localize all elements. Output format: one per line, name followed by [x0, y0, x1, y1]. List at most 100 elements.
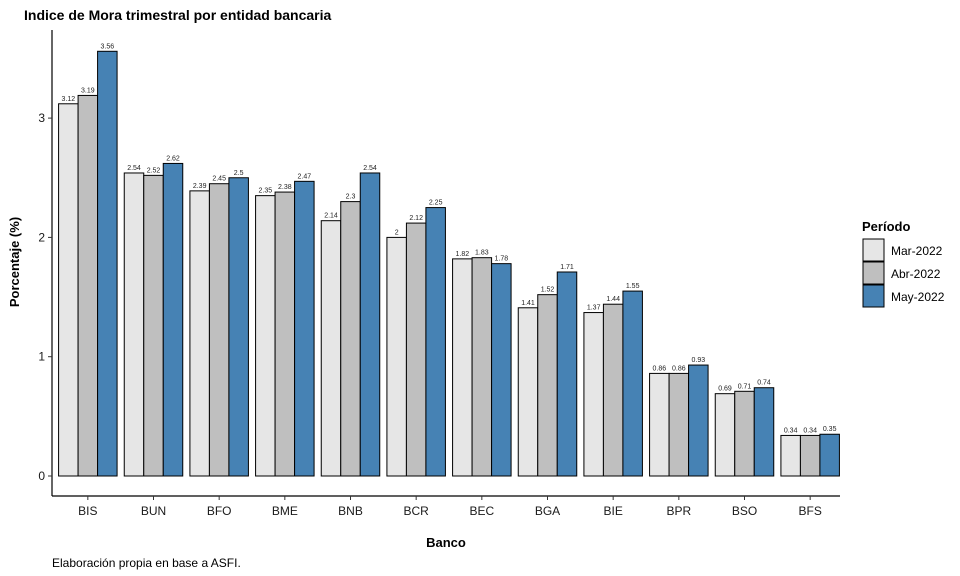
x-tick-label: BUN: [141, 504, 166, 518]
data-label: 1.37: [587, 305, 601, 312]
x-tick-label: BIS: [78, 504, 97, 518]
bar-bun-mar-2022: [123, 172, 145, 477]
x-tick-label: BPR: [666, 504, 691, 518]
bar-bnb-mar-2022: [320, 220, 342, 477]
data-label: 1.71: [560, 264, 574, 271]
data-label: 2.39: [193, 183, 207, 190]
bar-bec-abr-2022: [471, 257, 493, 477]
data-label: 3.56: [101, 43, 115, 50]
data-label: 1.55: [626, 283, 640, 290]
bar-bfo-mar-2022: [189, 190, 210, 477]
x-tick-label: BEC: [469, 504, 494, 518]
data-label: 2.5: [234, 170, 244, 177]
bar-bfo-may-2022: [228, 177, 249, 477]
bar-bcr-may-2022: [425, 207, 446, 477]
x-tick-label: BGA: [535, 504, 560, 518]
bar-bso-may-2022: [753, 387, 775, 477]
y-tick-label: 0: [38, 469, 45, 483]
x-axis-title: Banco: [426, 535, 466, 550]
data-label: 2.62: [166, 155, 180, 162]
data-label: 2.54: [363, 165, 377, 172]
data-label: 0.34: [803, 427, 817, 434]
bar-bfo-abr-2022: [208, 183, 230, 477]
bar-bpr-mar-2022: [649, 372, 670, 477]
bar-bme-abr-2022: [274, 191, 296, 477]
data-label: 2.3: [346, 194, 356, 201]
data-label: 3.19: [81, 87, 95, 94]
bar-bec-may-2022: [491, 263, 512, 477]
data-label: 2: [395, 229, 399, 236]
bar-bpr-abr-2022: [668, 372, 690, 477]
bar-bfs-may-2022: [819, 433, 840, 477]
bars: [58, 50, 840, 477]
chart-title: Indice de Mora trimestral por entidad ba…: [24, 7, 332, 23]
legend-label: May-2022: [891, 290, 945, 304]
bar-bun-may-2022: [162, 162, 184, 477]
x-tick-label: BFO: [207, 504, 232, 518]
legend-key: [862, 284, 885, 308]
y-tick-label: 2: [38, 230, 45, 244]
bar-bso-abr-2022: [734, 390, 755, 477]
bar-bpr-may-2022: [688, 364, 709, 477]
bar-bun-abr-2022: [143, 174, 164, 477]
data-label: 2.45: [212, 176, 226, 183]
bar-bis-abr-2022: [77, 94, 99, 477]
data-label: 1.82: [456, 251, 470, 258]
data-label: 2.47: [298, 173, 312, 180]
bar-bie-may-2022: [622, 290, 643, 477]
data-label: 2.52: [147, 167, 161, 174]
bar-bso-mar-2022: [714, 393, 736, 477]
bar-bie-abr-2022: [602, 303, 624, 477]
legend-key: [862, 261, 885, 285]
legend-title: Período: [862, 219, 910, 234]
x-tick-label: BFS: [798, 504, 821, 518]
bar-bme-mar-2022: [255, 195, 276, 477]
data-label: 2.25: [429, 200, 443, 207]
bar-bcr-mar-2022: [386, 236, 407, 477]
x-tick-label: BCR: [403, 504, 429, 518]
data-label: 2.35: [259, 188, 273, 195]
data-label: 0.71: [738, 383, 752, 390]
data-label: 2.14: [324, 213, 338, 220]
bar-bie-mar-2022: [583, 312, 604, 477]
data-label: 0.69: [718, 386, 732, 393]
bar-bga-abr-2022: [537, 294, 558, 477]
x-tick-label: BME: [272, 504, 298, 518]
x-axis: BIS BUN BFO BME BNB BCR BEC BGA BIE BPR BSO BFS: [52, 495, 840, 518]
data-labels: 3.12 3.19 3.56 2.54 2.52 2.62 2.39 2.45 2.5 2.35 2…: [62, 43, 837, 434]
bar-bga-may-2022: [556, 271, 578, 477]
data-label: 1.83: [475, 250, 489, 257]
bar-bga-mar-2022: [517, 307, 539, 477]
data-label: 0.74: [757, 380, 771, 387]
x-tick-label: BIE: [603, 504, 622, 518]
y-axis-title: Porcentaje (%): [7, 217, 22, 307]
x-tick-label: BNB: [338, 504, 363, 518]
bar-bcr-abr-2022: [405, 222, 427, 477]
bar-bec-mar-2022: [452, 258, 473, 477]
data-label: 3.12: [62, 96, 76, 103]
data-label: 1.44: [606, 296, 620, 303]
bar-bis-may-2022: [97, 50, 118, 477]
chart-caption: Elaboración propia en base a ASFI.: [52, 556, 241, 570]
data-label: 2.54: [127, 165, 141, 172]
data-label: 2.12: [409, 215, 423, 222]
bar-bfs-mar-2022: [780, 434, 801, 477]
data-label: 0.86: [672, 365, 686, 372]
legend-label: Mar-2022: [891, 244, 943, 258]
y-tick-label: 3: [38, 111, 45, 125]
legend: Período Mar-2022 Abr-2022 May-2022: [862, 219, 945, 308]
data-label: 0.93: [692, 357, 706, 364]
bar-bnb-abr-2022: [340, 201, 361, 477]
bar-bme-may-2022: [294, 180, 315, 477]
data-label: 0.35: [823, 426, 837, 433]
data-label: 0.34: [784, 427, 798, 434]
data-label: 1.41: [521, 300, 535, 307]
y-tick-label: 1: [38, 350, 45, 364]
data-label: 2.38: [278, 184, 292, 191]
x-tick-label: BSO: [732, 504, 757, 518]
data-label: 1.52: [541, 287, 555, 294]
data-label: 1.78: [495, 256, 509, 263]
data-label: 0.86: [653, 365, 667, 372]
legend-key: [862, 238, 885, 262]
bar-bis-mar-2022: [58, 103, 79, 477]
